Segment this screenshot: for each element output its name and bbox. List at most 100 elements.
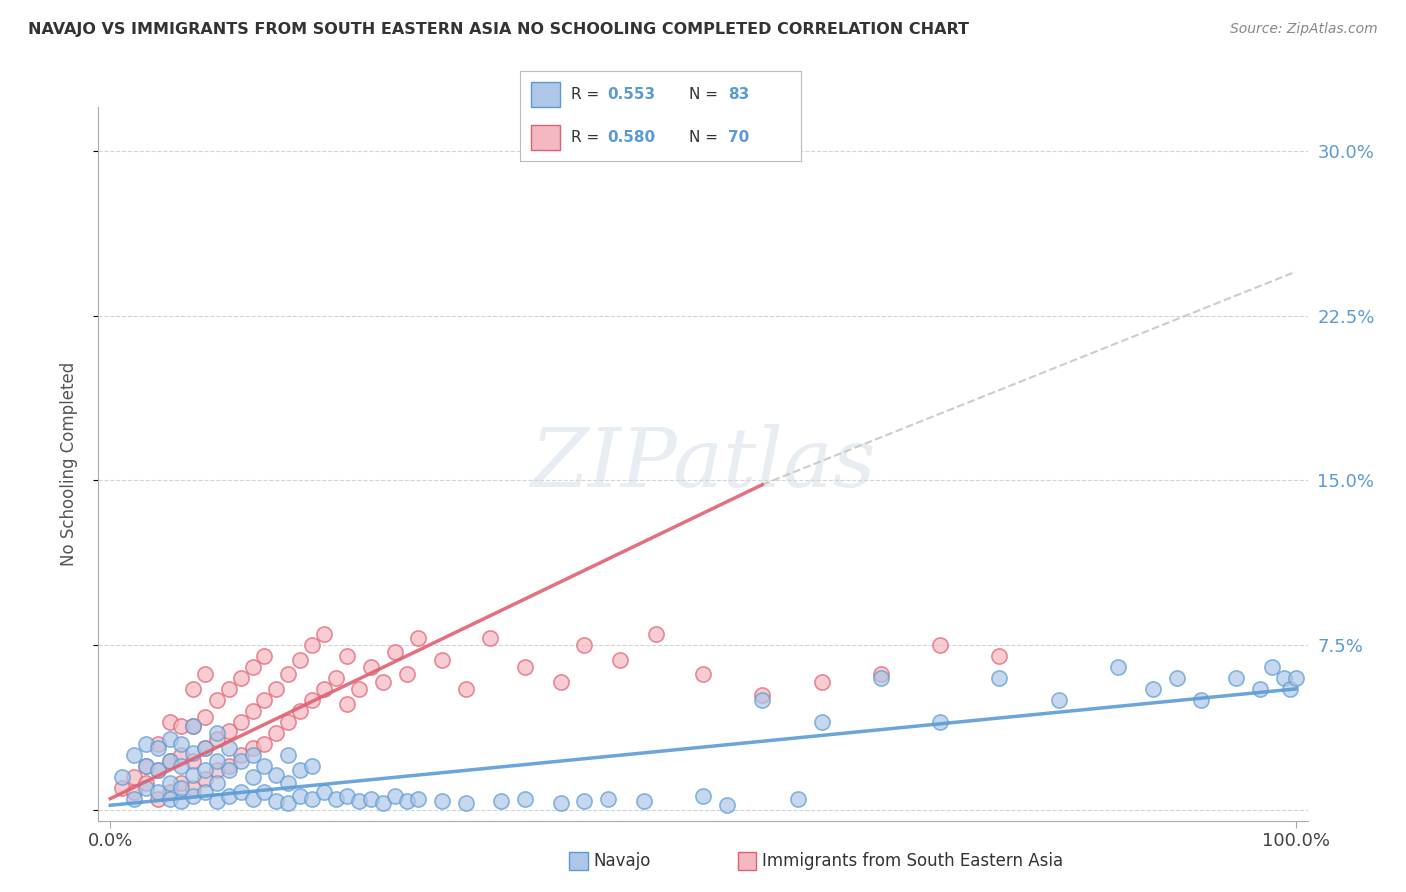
Point <box>1189 693 1212 707</box>
Text: N =: N = <box>689 87 723 102</box>
Point <box>277 747 299 762</box>
Point <box>432 653 454 667</box>
Point <box>347 794 370 808</box>
Point <box>170 780 193 795</box>
Point <box>277 714 299 729</box>
Point <box>598 791 620 805</box>
Point <box>384 644 406 658</box>
Point <box>692 666 714 681</box>
Point <box>454 796 477 810</box>
Point <box>336 698 359 712</box>
Point <box>264 681 287 696</box>
Text: 70: 70 <box>728 130 749 145</box>
Point <box>395 794 418 808</box>
Point <box>205 693 228 707</box>
Text: NAVAJO VS IMMIGRANTS FROM SOUTH EASTERN ASIA NO SCHOOLING COMPLETED CORRELATION : NAVAJO VS IMMIGRANTS FROM SOUTH EASTERN … <box>28 22 969 37</box>
Point <box>170 776 193 790</box>
Point <box>181 789 204 804</box>
Bar <box>531 82 560 107</box>
Point <box>1261 660 1284 674</box>
Point <box>111 780 134 795</box>
Point <box>181 746 204 760</box>
Point <box>159 785 181 799</box>
Point <box>312 627 335 641</box>
Point <box>644 627 666 641</box>
Point <box>229 671 252 685</box>
Point <box>194 741 217 756</box>
Point <box>277 776 299 790</box>
Point <box>229 747 252 762</box>
Point <box>1272 671 1295 685</box>
Point <box>135 737 157 751</box>
Point <box>135 758 157 772</box>
Point <box>205 755 228 769</box>
Point <box>751 689 773 703</box>
Point <box>159 755 181 769</box>
Text: N =: N = <box>689 130 723 145</box>
Point <box>159 755 181 769</box>
Point <box>1225 671 1247 685</box>
Point <box>550 796 572 810</box>
Point <box>205 794 228 808</box>
Point <box>170 794 193 808</box>
Point <box>1278 681 1301 696</box>
Point <box>242 747 264 762</box>
Point <box>336 648 359 663</box>
Point <box>181 719 204 733</box>
Point <box>194 666 217 681</box>
Point <box>408 632 430 646</box>
Point <box>312 681 335 696</box>
Point <box>181 755 204 769</box>
Point <box>146 791 169 805</box>
Point <box>325 671 347 685</box>
Point <box>810 675 832 690</box>
Point <box>181 767 204 781</box>
Point <box>170 758 193 772</box>
Point <box>253 648 276 663</box>
Point <box>218 789 240 804</box>
Point <box>1249 681 1271 696</box>
Point <box>146 763 169 777</box>
Point <box>1285 671 1308 685</box>
Text: ZIPatlas: ZIPatlas <box>530 424 876 504</box>
Point <box>122 770 145 784</box>
Point <box>1142 681 1164 696</box>
Y-axis label: No Schooling Completed: No Schooling Completed <box>59 362 77 566</box>
Point <box>408 791 430 805</box>
Text: Source: ZipAtlas.com: Source: ZipAtlas.com <box>1230 22 1378 37</box>
Point <box>491 794 513 808</box>
Point <box>218 681 240 696</box>
Point <box>181 681 204 696</box>
Point <box>170 719 193 733</box>
Point <box>288 653 311 667</box>
Point <box>111 770 134 784</box>
Point <box>869 666 891 681</box>
Point <box>122 747 145 762</box>
Point <box>1047 693 1070 707</box>
Point <box>218 763 240 777</box>
Point <box>135 780 157 795</box>
Point <box>253 785 276 799</box>
Point <box>550 675 572 690</box>
Point <box>253 737 276 751</box>
Point <box>478 632 501 646</box>
Text: Navajo: Navajo <box>593 852 651 870</box>
Point <box>277 796 299 810</box>
Point <box>609 653 631 667</box>
Text: R =: R = <box>571 130 605 145</box>
Point <box>146 737 169 751</box>
Point <box>205 726 228 740</box>
Point <box>194 785 217 799</box>
Point <box>929 638 952 652</box>
Point <box>194 772 217 786</box>
Point <box>371 796 394 810</box>
Point <box>146 763 169 777</box>
Point <box>515 791 537 805</box>
Point <box>988 671 1011 685</box>
Point <box>170 747 193 762</box>
Point <box>288 789 311 804</box>
Point <box>810 714 832 729</box>
Point <box>1107 660 1129 674</box>
Point <box>253 693 276 707</box>
Point <box>229 785 252 799</box>
